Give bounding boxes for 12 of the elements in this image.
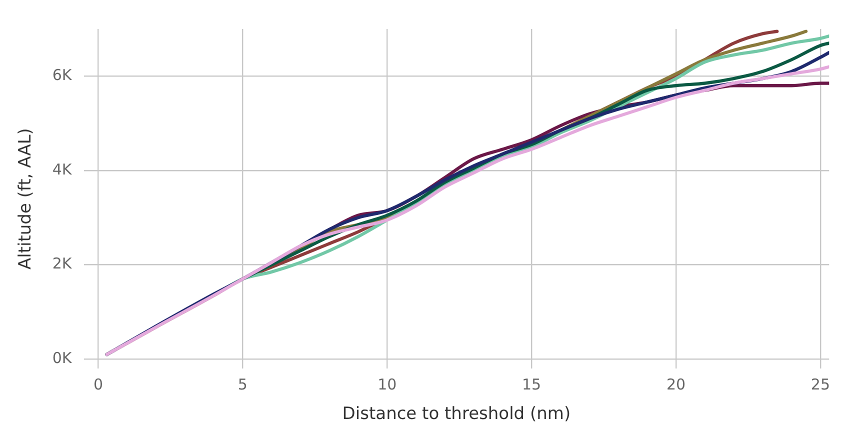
- x-tick-label: 0: [93, 375, 103, 394]
- x-axis-title: Distance to threshold (nm): [342, 404, 571, 424]
- x-tick-label: 20: [666, 375, 686, 394]
- x-tick-label: 5: [238, 375, 248, 394]
- y-axis-title: Altitude (ft, AAL): [16, 128, 36, 270]
- x-tick-label: 25: [810, 375, 830, 394]
- y-tick-label: 6K: [52, 66, 73, 84]
- x-tick-label: 10: [378, 375, 397, 394]
- y-tick-label: 0K: [52, 349, 73, 368]
- y-tick-label: 4K: [52, 160, 73, 178]
- y-tick-label: 2K: [52, 254, 73, 273]
- x-tick-label: 15: [522, 375, 542, 394]
